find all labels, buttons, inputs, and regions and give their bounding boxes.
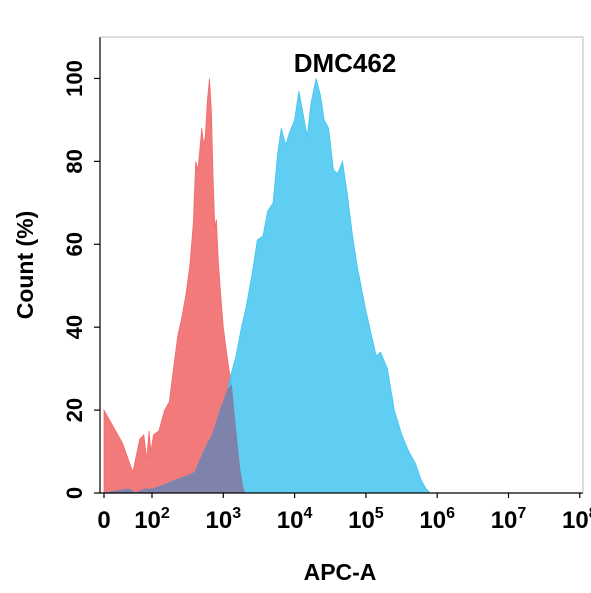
x-tick-label: 107: [491, 505, 527, 534]
axes-frame: [99, 36, 584, 494]
x-tick-label: 106: [419, 505, 455, 534]
x-axis-ticks: 0 102 103 104 105 106 107 108: [97, 493, 591, 534]
y-axis-label: Count (%): [12, 211, 38, 320]
x-tick-label: 0: [97, 507, 110, 534]
x-tick-label: 105: [348, 505, 384, 534]
series-blue-area: [103, 78, 432, 494]
x-tick-label: 104: [277, 505, 313, 534]
chart-title: DMC462: [294, 48, 397, 78]
series-red-area: [103, 78, 246, 494]
x-tick-label: 102: [134, 505, 170, 534]
x-axis-label: APC-A: [304, 559, 377, 585]
y-tick-label: 60: [62, 232, 87, 256]
histogram-series-layer: [103, 78, 432, 494]
x-tick-label: 103: [205, 505, 241, 534]
y-tick-label: 40: [62, 315, 87, 339]
x-tick-label: 108: [562, 505, 591, 534]
y-tick-label: 20: [62, 398, 87, 422]
y-tick-label: 100: [62, 60, 87, 97]
series-overlap-area: [103, 384, 246, 494]
y-tick-label: 80: [62, 149, 87, 173]
y-tick-label: 0: [62, 487, 87, 499]
y-axis-ticks: 0 20 40 60 80 100: [62, 60, 100, 499]
